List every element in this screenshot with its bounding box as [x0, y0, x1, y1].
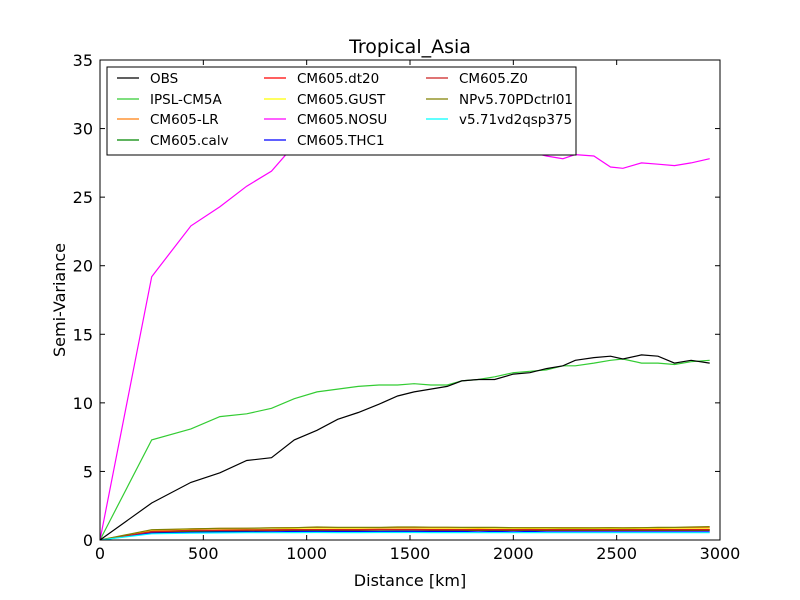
legend-entry: v5.71vd2qsp375	[459, 112, 572, 128]
x-tick-label: 2000	[493, 544, 534, 563]
series-line-obs	[100, 354, 710, 540]
x-tick-label: 2500	[596, 544, 637, 563]
series-line-npv5-70pdctrl01	[100, 526, 710, 540]
y-tick-label: 15	[73, 325, 93, 344]
legend-entry: CM605.NOSU	[297, 112, 387, 128]
x-tick-label: 3000	[700, 544, 741, 563]
y-axis-label: Semi-Variance	[50, 243, 69, 357]
series-line-cm605-thc1	[100, 530, 710, 540]
chart-title: Tropical_Asia	[348, 36, 471, 58]
x-tick-label: 500	[188, 544, 219, 563]
legend-entry: CM605.dt20	[297, 71, 379, 87]
legend-entry: NPv5.70PDctrl01	[459, 92, 573, 108]
x-tick-label: 0	[95, 544, 105, 563]
y-tick-label: 5	[83, 462, 93, 481]
legend-entry: CM605-LR	[150, 112, 219, 128]
legend-entry: CM605.GUST	[297, 92, 386, 108]
y-tick-label: 30	[73, 120, 93, 139]
series-layer	[100, 111, 710, 540]
ticks-layer: 0 500 1000 1500 2000 2500 3000 0 5 10 15 20 25 30 35	[73, 51, 741, 563]
x-tick-label: 1500	[390, 544, 431, 563]
series-line-cm605-z0	[100, 528, 710, 540]
x-tick-label: 1000	[286, 544, 327, 563]
legend-entry: CM605.Z0	[459, 71, 528, 87]
legend-entry: IPSL-CM5A	[150, 92, 223, 108]
legend-entry: CM605.THC1	[297, 133, 385, 149]
x-axis-label: Distance [km]	[354, 571, 466, 590]
legend: OBS IPSL-CM5A CM605-LR CM605.calv CM605.dt20…	[106, 66, 577, 156]
y-tick-label: 20	[73, 257, 93, 276]
legend-entry: CM605.calv	[150, 133, 229, 149]
legend-entry: OBS	[150, 71, 178, 87]
y-tick-label: 25	[73, 188, 93, 207]
y-tick-label: 10	[73, 394, 93, 413]
y-tick-label: 35	[73, 51, 93, 70]
series-line-v5-71vd2qsp375	[100, 531, 710, 540]
y-tick-label: 0	[83, 531, 93, 550]
legend-box	[106, 66, 577, 156]
